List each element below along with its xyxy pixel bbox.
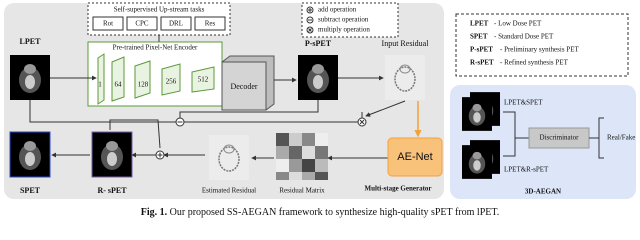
image-border — [91, 131, 133, 178]
cell — [289, 159, 302, 172]
cell — [302, 172, 315, 180]
layer — [134, 60, 151, 99]
plus — [308, 8, 312, 12]
task-box — [160, 16, 192, 31]
image-label: Input Residual — [382, 39, 430, 48]
definitions-box — [455, 13, 629, 77]
encoder-title: Pre-trained Pixel-Net Encoder — [113, 44, 198, 52]
stack-image — [462, 145, 492, 179]
cell — [289, 172, 302, 180]
bracket — [503, 111, 529, 157]
p-spet-image — [298, 55, 338, 100]
channel: 256 — [166, 78, 177, 86]
term: LPET — [470, 20, 489, 28]
caption: Fig. 1. Our proposed SS-AEGAN framework … — [141, 207, 499, 218]
cell — [302, 159, 315, 172]
definition: - Preliminary synthesis PET — [500, 46, 579, 54]
layer — [97, 53, 105, 105]
definition: - Refined synthesis PET — [500, 59, 569, 67]
output-label: Real/Fake — [607, 134, 635, 142]
definition: - Standard Dose PET — [494, 33, 554, 41]
cell — [315, 172, 328, 180]
image-label: R- sPET — [97, 186, 127, 195]
image-label: P-sPET — [305, 39, 332, 48]
layer — [111, 56, 125, 102]
upstream-title: Self-supervised Up-stream tasks — [114, 6, 205, 14]
caption-label: Fig. 1. — [141, 207, 168, 218]
plus — [157, 152, 163, 158]
bracket — [589, 117, 604, 159]
cell — [315, 159, 328, 172]
arrow — [29, 100, 363, 123]
stack-image — [462, 97, 492, 131]
term: SPET — [470, 33, 488, 41]
legend-text: add operation — [318, 6, 357, 14]
gan-title: 3D-AEGAN — [525, 188, 561, 196]
cell — [276, 172, 289, 180]
cell — [302, 133, 315, 146]
arrows — [29, 75, 406, 161]
term: P-sPET — [470, 46, 493, 54]
discriminator-label: Discriminator — [540, 134, 580, 142]
legend-text: multiply operation — [318, 26, 370, 34]
definition: - Low Dose PET — [494, 20, 542, 28]
cell — [276, 159, 289, 172]
ae-net-label: AE-Net — [397, 151, 432, 163]
spet-image — [10, 132, 50, 177]
task-box — [126, 16, 158, 31]
input-label: LPET&R-sPET — [504, 166, 549, 174]
layer — [191, 66, 215, 93]
cell — [315, 133, 328, 146]
arrow — [109, 119, 161, 149]
lpet-image — [10, 55, 50, 100]
encoder-layers — [97, 53, 215, 105]
cell — [276, 133, 289, 146]
legend-text: subtract operation — [318, 16, 369, 24]
ops-legend — [301, 2, 399, 38]
task: CPC — [135, 20, 149, 28]
cell — [289, 133, 302, 146]
diagram: Self-supervised Up-stream tasks Rot CPC … — [4, 2, 636, 218]
times — [359, 119, 365, 125]
decoder-label: Decoder — [230, 82, 257, 91]
arrow — [365, 100, 406, 117]
task-box — [194, 16, 226, 31]
upstream-tasks: Rot CPC DRL Res — [92, 16, 226, 31]
channel: 64 — [115, 81, 123, 89]
task: Res — [205, 20, 216, 28]
task: Rot — [103, 20, 113, 28]
task-box — [92, 16, 124, 31]
cell — [315, 146, 328, 159]
r-spet-image — [92, 132, 132, 177]
generator-title: Multi-stage Generator — [364, 185, 431, 193]
image-label: Residual Matrix — [279, 187, 325, 195]
channel: 512 — [198, 76, 209, 84]
input-residual-image — [385, 55, 425, 100]
cell — [276, 146, 289, 159]
estimated-residual-image — [208, 135, 250, 180]
layer — [161, 63, 181, 96]
definitions: LPET - Low Dose PET SPET - Standard Dose… — [470, 20, 579, 67]
image-label: SPET — [20, 186, 41, 195]
times — [308, 28, 312, 32]
image-border — [9, 131, 51, 178]
residual-matrix — [276, 133, 328, 180]
input-label: LPET&SPET — [504, 99, 543, 107]
ae-net-box — [387, 137, 443, 177]
caption-text: Our proposed SS-AEGAN framework to synth… — [170, 207, 500, 218]
channel: 128 — [138, 81, 149, 89]
arrow — [179, 100, 319, 120]
cell — [302, 146, 315, 159]
task: DRL — [169, 20, 183, 28]
image-label: LPET — [20, 37, 42, 46]
image-label: Estimated Residual — [202, 187, 256, 195]
op-symbols — [157, 119, 365, 158]
decoder-front — [221, 61, 267, 111]
term: R-sPET — [470, 59, 494, 67]
cell — [289, 146, 302, 159]
channel: 1 — [98, 81, 102, 89]
